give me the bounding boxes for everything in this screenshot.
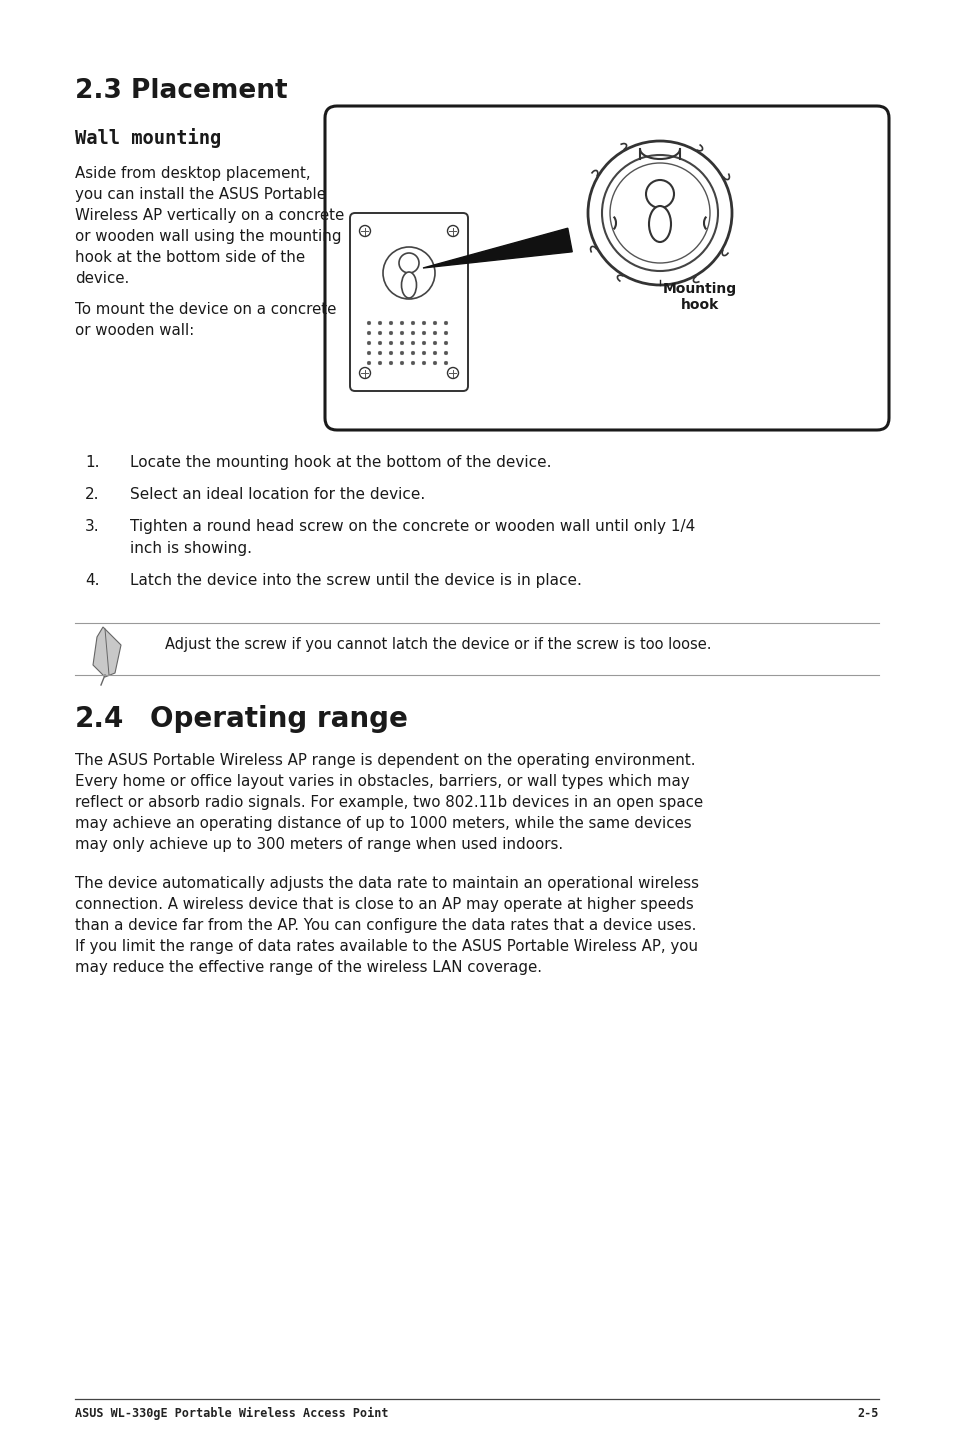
- Circle shape: [447, 368, 458, 378]
- Text: Every home or office layout varies in obstacles, barriers, or wall types which m: Every home or office layout varies in ob…: [75, 774, 689, 789]
- Circle shape: [411, 351, 415, 355]
- Text: Wireless AP vertically on a concrete: Wireless AP vertically on a concrete: [75, 209, 344, 223]
- Circle shape: [367, 321, 371, 325]
- Circle shape: [367, 341, 371, 345]
- Circle shape: [399, 321, 403, 325]
- Text: inch is showing.: inch is showing.: [130, 541, 252, 557]
- FancyBboxPatch shape: [325, 106, 888, 430]
- Text: than a device far from the AP. You can configure the data rates that a device us: than a device far from the AP. You can c…: [75, 917, 696, 933]
- Circle shape: [389, 321, 393, 325]
- Circle shape: [359, 226, 370, 236]
- Text: 1.: 1.: [85, 454, 99, 470]
- Text: 2.4: 2.4: [75, 705, 124, 733]
- Text: connection. A wireless device that is close to an AP may operate at higher speed: connection. A wireless device that is cl…: [75, 897, 693, 912]
- Text: Locate the mounting hook at the bottom of the device.: Locate the mounting hook at the bottom o…: [130, 454, 551, 470]
- Text: 3.: 3.: [85, 519, 99, 533]
- Circle shape: [433, 341, 436, 345]
- Circle shape: [399, 361, 403, 365]
- Circle shape: [377, 361, 381, 365]
- Circle shape: [422, 341, 425, 345]
- Circle shape: [601, 155, 718, 270]
- Text: reflect or absorb radio signals. For example, two 802.11b devices in an open spa: reflect or absorb radio signals. For exa…: [75, 795, 702, 810]
- Text: may only achieve up to 300 meters of range when used indoors.: may only achieve up to 300 meters of ran…: [75, 837, 562, 851]
- Circle shape: [447, 226, 458, 236]
- Text: Latch the device into the screw until the device is in place.: Latch the device into the screw until th…: [130, 572, 581, 588]
- Text: you can install the ASUS Portable: you can install the ASUS Portable: [75, 187, 326, 201]
- Circle shape: [444, 361, 447, 365]
- Circle shape: [645, 180, 673, 209]
- Text: Mounting
hook: Mounting hook: [662, 282, 737, 312]
- Text: may reduce the effective range of the wireless LAN coverage.: may reduce the effective range of the wi…: [75, 961, 541, 975]
- Text: 4.: 4.: [85, 572, 99, 588]
- Text: Tighten a round head screw on the concrete or wooden wall until only 1/4: Tighten a round head screw on the concre…: [130, 519, 695, 533]
- Circle shape: [389, 331, 393, 335]
- Circle shape: [399, 351, 403, 355]
- Circle shape: [411, 361, 415, 365]
- Circle shape: [359, 368, 370, 378]
- Circle shape: [422, 331, 425, 335]
- Circle shape: [389, 341, 393, 345]
- Text: hook at the bottom side of the: hook at the bottom side of the: [75, 250, 305, 265]
- Circle shape: [367, 351, 371, 355]
- Circle shape: [422, 351, 425, 355]
- Text: Aside from desktop placement,: Aside from desktop placement,: [75, 165, 311, 181]
- Circle shape: [433, 351, 436, 355]
- Circle shape: [411, 321, 415, 325]
- Circle shape: [367, 361, 371, 365]
- Circle shape: [399, 331, 403, 335]
- Circle shape: [377, 341, 381, 345]
- Ellipse shape: [401, 272, 416, 298]
- Circle shape: [433, 361, 436, 365]
- Text: Wall mounting: Wall mounting: [75, 128, 221, 148]
- Circle shape: [444, 331, 447, 335]
- Circle shape: [399, 341, 403, 345]
- Text: The ASUS Portable Wireless AP range is dependent on the operating environment.: The ASUS Portable Wireless AP range is d…: [75, 754, 695, 768]
- Circle shape: [444, 321, 447, 325]
- Text: ASUS WL-330gE Portable Wireless Access Point: ASUS WL-330gE Portable Wireless Access P…: [75, 1406, 388, 1421]
- Circle shape: [444, 341, 447, 345]
- Circle shape: [389, 361, 393, 365]
- Polygon shape: [92, 627, 121, 677]
- Circle shape: [367, 331, 371, 335]
- Circle shape: [433, 331, 436, 335]
- Circle shape: [609, 162, 709, 263]
- Polygon shape: [422, 229, 572, 267]
- FancyBboxPatch shape: [350, 213, 468, 391]
- Circle shape: [389, 351, 393, 355]
- Circle shape: [377, 331, 381, 335]
- Text: To mount the device on a concrete: To mount the device on a concrete: [75, 302, 336, 316]
- Text: may achieve an operating distance of up to 1000 meters, while the same devices: may achieve an operating distance of up …: [75, 815, 691, 831]
- Text: If you limit the range of data rates available to the ASUS Portable Wireless AP,: If you limit the range of data rates ava…: [75, 939, 698, 953]
- Text: 2-5: 2-5: [857, 1406, 878, 1419]
- Circle shape: [433, 321, 436, 325]
- Circle shape: [377, 351, 381, 355]
- Text: device.: device.: [75, 270, 129, 286]
- Circle shape: [422, 361, 425, 365]
- Text: 2.: 2.: [85, 487, 99, 502]
- Circle shape: [422, 321, 425, 325]
- Circle shape: [411, 331, 415, 335]
- Text: The device automatically adjusts the data rate to maintain an operational wirele: The device automatically adjusts the dat…: [75, 876, 699, 892]
- Text: 2.3 Placement: 2.3 Placement: [75, 78, 287, 104]
- Text: Operating range: Operating range: [150, 705, 408, 733]
- Circle shape: [587, 141, 731, 285]
- Circle shape: [411, 341, 415, 345]
- Ellipse shape: [648, 206, 670, 242]
- Circle shape: [382, 247, 435, 299]
- Text: or wooden wall:: or wooden wall:: [75, 324, 194, 338]
- Circle shape: [444, 351, 447, 355]
- Circle shape: [377, 321, 381, 325]
- Text: Adjust the screw if you cannot latch the device or if the screw is too loose.: Adjust the screw if you cannot latch the…: [165, 637, 711, 653]
- Circle shape: [398, 253, 418, 273]
- Text: or wooden wall using the mounting: or wooden wall using the mounting: [75, 229, 341, 244]
- Text: Select an ideal location for the device.: Select an ideal location for the device.: [130, 487, 425, 502]
